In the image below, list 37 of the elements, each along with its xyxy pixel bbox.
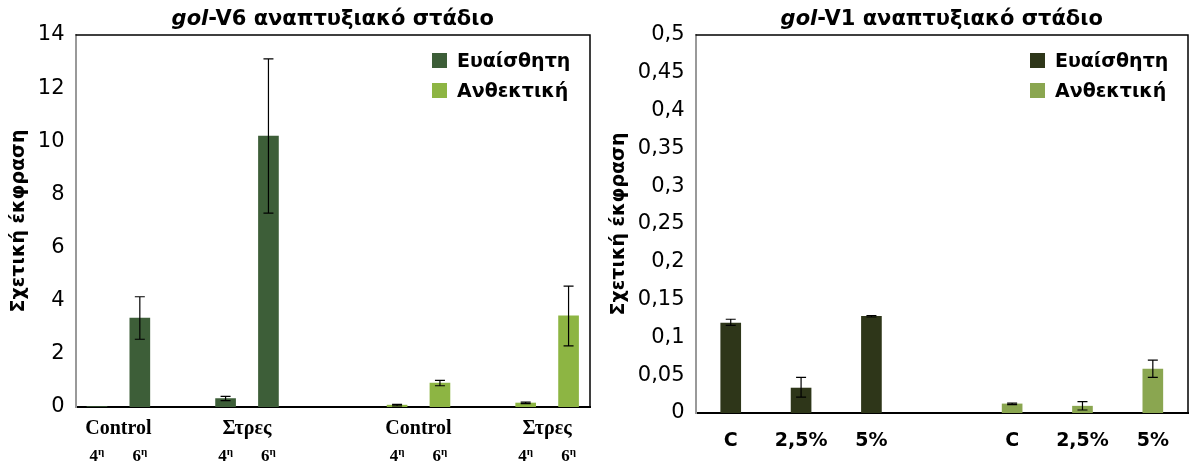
legend-label: Ευαίσθητη <box>1055 49 1169 71</box>
y-tick-label: 0,25 <box>637 210 685 235</box>
x-tick-label: 2,5% <box>1056 427 1109 450</box>
y-tick-label: 0 <box>51 393 65 418</box>
legend-label: Ανθεκτική <box>457 79 569 101</box>
x-tick-label: 5% <box>1136 427 1169 450</box>
y-tick-label: 0,3 <box>651 172 685 197</box>
y-tick-label: 0,35 <box>637 134 685 159</box>
text: Control <box>385 416 453 439</box>
x-tick-label: C <box>1005 427 1020 450</box>
legend-label: Ανθεκτική <box>1055 79 1167 101</box>
y-tick-label: 8 <box>51 180 65 205</box>
y-tick-label: 6 <box>51 234 65 259</box>
y-axis-title: Σχετική έκφραση <box>6 129 29 313</box>
chart-title: gol-V1 αναπτυξιακό στάδιο <box>780 6 1103 30</box>
y-tick-label: 0,45 <box>637 59 685 84</box>
text: Control <box>85 416 152 439</box>
y-tick-label: 0 <box>671 399 685 424</box>
y-tick-label: 0,1 <box>651 323 685 348</box>
y-tick-label: 4 <box>51 287 65 312</box>
text: Στρες <box>522 416 573 440</box>
x-tick-label: 2,5% <box>774 427 828 450</box>
y-tick-label: 0,4 <box>651 97 685 122</box>
x-tick-label: C <box>723 427 738 450</box>
legend-label: Ευαίσθητη <box>457 49 571 71</box>
y-tick-label: 0,2 <box>651 248 685 273</box>
y-axis-title: Σχετική έκφραση <box>606 132 629 316</box>
x-tick-label: 5% <box>855 427 888 450</box>
text: Στρες <box>222 416 273 440</box>
y-tick-label: 10 <box>37 127 65 152</box>
y-tick-label: 2 <box>51 340 65 365</box>
y-tick-label: 12 <box>37 74 65 99</box>
y-tick-label: 0,5 <box>651 21 685 46</box>
chart-title: gol-V6 αναπτυξιακό στάδιο <box>171 6 494 30</box>
y-tick-label: 14 <box>37 21 65 46</box>
y-tick-label: 0,05 <box>637 361 685 386</box>
y-tick-label: 0,15 <box>637 286 685 311</box>
